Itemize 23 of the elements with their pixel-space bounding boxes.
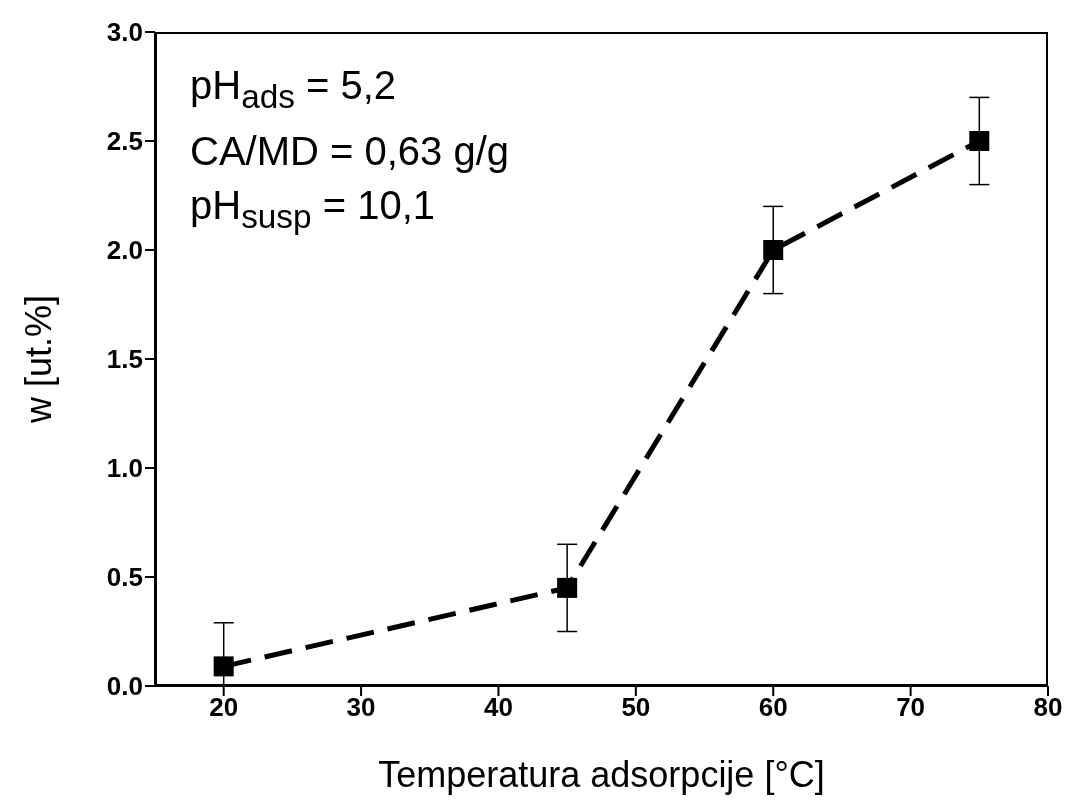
y-tick-label: 1.0 — [106, 453, 143, 484]
annotation: pH$_{ads}$ = 5,2 — [190, 62, 398, 117]
y-tick-label: 0.0 — [106, 671, 143, 702]
x-tick-label: 20 — [209, 692, 239, 723]
annotation: pH$_{susp}$ = 10,1 — [190, 182, 436, 237]
point — [763, 240, 784, 260]
y-tick-label: 2.5 — [106, 126, 143, 157]
point — [213, 656, 234, 677]
x-tick-label: 60 — [758, 692, 788, 723]
y-axis-title: w [ut.%] — [17, 294, 59, 425]
y-tick-label: 0.5 — [106, 562, 143, 593]
x-tick-label: 80 — [1033, 692, 1063, 723]
y-tick-label: 1.5 — [106, 344, 143, 375]
x-axis-title: Temperatura adsorpcije [°C] — [378, 754, 825, 795]
x-tick-label: 30 — [346, 692, 376, 723]
y-tick-label: 2.0 — [106, 235, 143, 266]
annotation: CA/MD = 0,63 g/g — [190, 128, 510, 175]
x-tick-label: 40 — [484, 692, 513, 723]
point — [969, 131, 990, 151]
x-tick-label: 50 — [621, 692, 651, 723]
x-tick-label: 70 — [896, 692, 926, 723]
point — [557, 577, 578, 598]
y-tick-label: 3.0 — [106, 17, 143, 48]
